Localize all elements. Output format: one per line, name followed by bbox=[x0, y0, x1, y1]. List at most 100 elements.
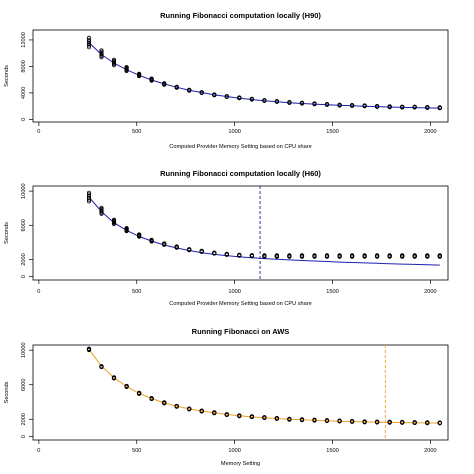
data-point bbox=[374, 419, 380, 424]
data-point bbox=[299, 417, 305, 422]
y-tick-label: 0 bbox=[21, 118, 27, 121]
data-point bbox=[362, 253, 367, 258]
data-point bbox=[337, 102, 342, 107]
y-tick-label: 2000 bbox=[21, 413, 27, 425]
data-point bbox=[86, 35, 92, 41]
data-point bbox=[212, 250, 217, 255]
y-axis-label: Seconds bbox=[4, 222, 10, 244]
data-point bbox=[362, 103, 367, 108]
fit-line bbox=[88, 42, 440, 109]
data-point bbox=[149, 76, 154, 81]
data-point bbox=[99, 49, 104, 54]
data-point bbox=[124, 65, 129, 70]
x-tick-label: 2000 bbox=[424, 448, 436, 454]
data-point bbox=[124, 226, 129, 231]
data-point bbox=[187, 406, 192, 411]
y-tick-label: 12000 bbox=[21, 32, 27, 48]
data-point bbox=[374, 104, 380, 109]
data-point bbox=[387, 419, 392, 424]
data-point bbox=[425, 105, 430, 110]
data-point bbox=[237, 413, 242, 418]
data-point bbox=[324, 253, 330, 258]
data-point bbox=[162, 241, 167, 246]
data-point bbox=[137, 71, 142, 76]
data-point bbox=[287, 253, 292, 258]
chart-panel-1: Running Fibonacci computation locally (H… bbox=[4, 11, 449, 150]
data-point bbox=[387, 253, 392, 258]
y-tick-label: 0 bbox=[21, 435, 27, 438]
data-point bbox=[99, 364, 104, 369]
data-point bbox=[199, 408, 204, 413]
data-point bbox=[425, 420, 430, 425]
plot-frame bbox=[32, 344, 449, 441]
data-point bbox=[274, 253, 279, 258]
x-tick-label: 1500 bbox=[326, 129, 338, 135]
data-point bbox=[287, 100, 292, 105]
data-point bbox=[86, 346, 92, 351]
data-point bbox=[412, 104, 417, 109]
data-point bbox=[162, 400, 167, 405]
x-tick-label: 1000 bbox=[228, 289, 240, 295]
y-tick-label: 10000 bbox=[21, 342, 27, 358]
chart-panel-3: Running Fibonacci on AWS 0 500 1000 1500 2000… bbox=[4, 327, 449, 467]
plot-frame bbox=[32, 29, 449, 123]
data-point bbox=[400, 253, 405, 258]
data-point bbox=[400, 419, 405, 425]
data-point bbox=[124, 383, 129, 389]
x-axis-label: Computed Provider Memory Setting based o… bbox=[169, 301, 311, 307]
data-point bbox=[199, 248, 204, 253]
data-point bbox=[111, 217, 117, 222]
data-point bbox=[174, 84, 179, 89]
data-point bbox=[324, 102, 330, 107]
data-point bbox=[299, 100, 305, 105]
data-point bbox=[224, 94, 229, 99]
data-point bbox=[174, 403, 179, 409]
data-point bbox=[374, 253, 380, 258]
x-tick-label: 1500 bbox=[326, 448, 338, 454]
data-point bbox=[437, 253, 442, 258]
data-point bbox=[137, 390, 142, 395]
data-point bbox=[86, 43, 92, 48]
data-point bbox=[287, 416, 292, 421]
data-point bbox=[274, 415, 279, 421]
data-point bbox=[262, 98, 267, 103]
data-point bbox=[312, 253, 317, 258]
y-tick-label: 4000 bbox=[21, 87, 27, 99]
data-point bbox=[162, 81, 167, 86]
data-point bbox=[86, 37, 92, 42]
chart-title: Running Fibonacci computation locally (H… bbox=[160, 11, 321, 20]
x-tick-label: 0 bbox=[37, 448, 40, 454]
data-point bbox=[412, 420, 417, 425]
data-point bbox=[349, 253, 355, 258]
data-point bbox=[86, 192, 92, 197]
data-point bbox=[312, 101, 317, 106]
data-point bbox=[137, 232, 142, 237]
y-tick-label: 0 bbox=[21, 275, 27, 278]
data-point bbox=[149, 395, 154, 401]
chart-panel-2: Running Fibonacci computation locally (H… bbox=[4, 169, 449, 307]
data-point bbox=[99, 52, 104, 57]
data-point bbox=[99, 53, 104, 58]
data-point bbox=[362, 419, 367, 424]
data-point bbox=[337, 253, 342, 258]
data-point bbox=[174, 244, 179, 249]
x-tick-label: 2000 bbox=[424, 289, 436, 295]
data-point bbox=[249, 96, 254, 101]
data-point bbox=[437, 420, 442, 425]
x-tick-label: 1000 bbox=[228, 129, 240, 135]
data-point bbox=[99, 205, 104, 210]
y-axis-label: Seconds bbox=[4, 65, 10, 87]
x-tick-label: 2000 bbox=[424, 129, 436, 135]
x-tick-label: 0 bbox=[37, 129, 40, 135]
data-point bbox=[412, 253, 417, 258]
data-point bbox=[99, 54, 104, 60]
x-tick-label: 500 bbox=[132, 448, 141, 454]
x-tick-label: 500 bbox=[132, 129, 141, 135]
data-point bbox=[312, 417, 317, 422]
data-point bbox=[349, 418, 355, 424]
plot-frame bbox=[32, 185, 449, 281]
x-tick-label: 0 bbox=[37, 289, 40, 295]
y-tick-label: 10000 bbox=[21, 183, 27, 199]
data-point bbox=[274, 99, 279, 104]
